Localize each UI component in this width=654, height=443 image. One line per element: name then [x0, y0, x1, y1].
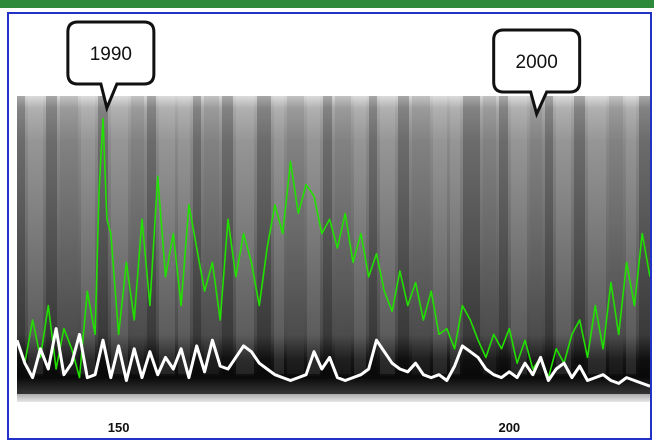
gel-stripe — [433, 96, 447, 376]
gel-stripe — [287, 96, 304, 376]
gel-stripe — [639, 96, 650, 376]
gel-stripe — [499, 96, 508, 376]
gel-stripe — [398, 96, 409, 376]
gel-stripe — [111, 96, 128, 376]
gel-stripe — [159, 96, 175, 376]
x-tick-label: 150 — [108, 420, 130, 435]
callout-bubble — [66, 20, 156, 113]
gel-stripe — [46, 96, 57, 376]
gel-stripe — [147, 96, 156, 376]
annotation-callout: 1990 — [66, 20, 156, 113]
gel-stripe — [204, 96, 219, 376]
gel-stripe — [60, 96, 78, 376]
gel-stripe — [530, 96, 542, 376]
dark-band — [17, 374, 650, 394]
gel-stripe — [574, 96, 585, 376]
gel-stripe — [274, 96, 284, 376]
plot-background — [17, 96, 650, 402]
gel-stripe — [307, 96, 320, 376]
gel-stripe — [81, 96, 95, 376]
gel-stripe — [323, 96, 332, 376]
gel-stripe — [588, 96, 606, 376]
callout-label: 2000 — [516, 52, 558, 73]
gel-stripe — [131, 96, 144, 376]
gel-stripe — [626, 96, 636, 376]
gel-stripe — [380, 96, 395, 376]
x-tick-label: 200 — [498, 420, 520, 435]
gel-stripe — [98, 96, 108, 376]
series-line-2 — [17, 327, 650, 388]
gel-stripe — [609, 96, 623, 376]
x-axis-ticks: 150 200 — [108, 420, 520, 435]
gel-stripe — [257, 96, 271, 376]
gel-stripe — [545, 96, 553, 376]
gel-stripe — [178, 96, 190, 376]
gel-stripe — [193, 96, 201, 376]
series-layer — [17, 117, 650, 388]
figure-frame: 1990 2000 150 200 — [7, 12, 652, 440]
gel-stripe — [369, 96, 377, 376]
gel-stripe — [28, 96, 43, 376]
gel-stripe — [463, 96, 480, 376]
gel-stripe — [450, 96, 460, 376]
gel-stripe — [412, 96, 430, 376]
annotation-callout: 2000 — [492, 28, 582, 119]
callout-bubble — [492, 28, 582, 119]
callout-label: 1990 — [90, 44, 132, 65]
callout-layer: 1990 2000 — [66, 20, 582, 119]
gel-stripe — [17, 96, 25, 376]
gel-stripe — [556, 96, 571, 376]
chart: 1990 2000 150 200 — [17, 20, 650, 435]
top-gap — [0, 8, 654, 12]
gel-stripe — [335, 96, 351, 376]
gel-stripe — [483, 96, 496, 376]
gel-stripe — [511, 96, 527, 376]
top-accent-bar — [0, 0, 654, 8]
